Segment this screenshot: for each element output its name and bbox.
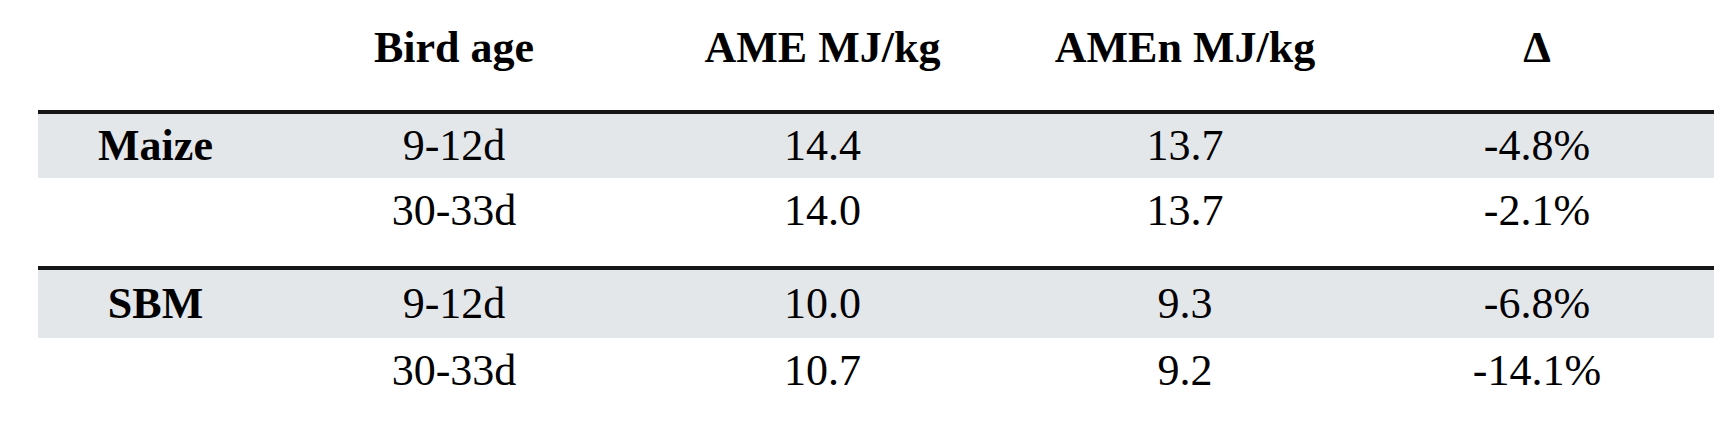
table-header-row: Bird age AME MJ/kg AMEn MJ/kg Δ: [38, 0, 1714, 110]
cell-feed-blank-2: [38, 338, 273, 404]
cell-maize-ame-1: 14.4: [635, 114, 1010, 178]
cell-sbm-delta-2: -14.1%: [1360, 338, 1714, 404]
cell-feed-blank-1: [38, 178, 273, 244]
section-gap: [38, 244, 1714, 266]
table: Bird age AME MJ/kg AMEn MJ/kg Δ Maize 9-…: [38, 0, 1714, 404]
cell-sbm-age-1: 9-12d: [273, 270, 635, 338]
cell-feed-sbm: SBM: [38, 270, 273, 338]
header-amen: AMEn MJ/kg: [1010, 0, 1360, 110]
cell-sbm-amen-1: 9.3: [1010, 270, 1360, 338]
cell-feed-maize: Maize: [38, 114, 273, 178]
energy-values-table: Bird age AME MJ/kg AMEn MJ/kg Δ Maize 9-…: [0, 0, 1736, 429]
header-delta: Δ: [1360, 0, 1714, 110]
cell-maize-age-2: 30-33d: [273, 178, 635, 244]
cell-maize-amen-2: 13.7: [1010, 178, 1360, 244]
table-row-sbm-30-33d: 30-33d 10.7 9.2 -14.1%: [38, 338, 1714, 404]
header-feed: [38, 0, 273, 110]
header-bird-age: Bird age: [273, 0, 635, 110]
cell-maize-delta-1: -4.8%: [1360, 114, 1714, 178]
cell-sbm-ame-2: 10.7: [635, 338, 1010, 404]
table-row-maize-30-33d: 30-33d 14.0 13.7 -2.1%: [38, 178, 1714, 244]
cell-maize-amen-1: 13.7: [1010, 114, 1360, 178]
cell-sbm-amen-2: 9.2: [1010, 338, 1360, 404]
cell-maize-age-1: 9-12d: [273, 114, 635, 178]
cell-sbm-ame-1: 10.0: [635, 270, 1010, 338]
table-row-sbm-9-12d: SBM 9-12d 10.0 9.3 -6.8%: [38, 270, 1714, 338]
cell-maize-delta-2: -2.1%: [1360, 178, 1714, 244]
cell-maize-ame-2: 14.0: [635, 178, 1010, 244]
cell-sbm-age-2: 30-33d: [273, 338, 635, 404]
cell-sbm-delta-1: -6.8%: [1360, 270, 1714, 338]
header-ame: AME MJ/kg: [635, 0, 1010, 110]
table-row-maize-9-12d: Maize 9-12d 14.4 13.7 -4.8%: [38, 114, 1714, 178]
